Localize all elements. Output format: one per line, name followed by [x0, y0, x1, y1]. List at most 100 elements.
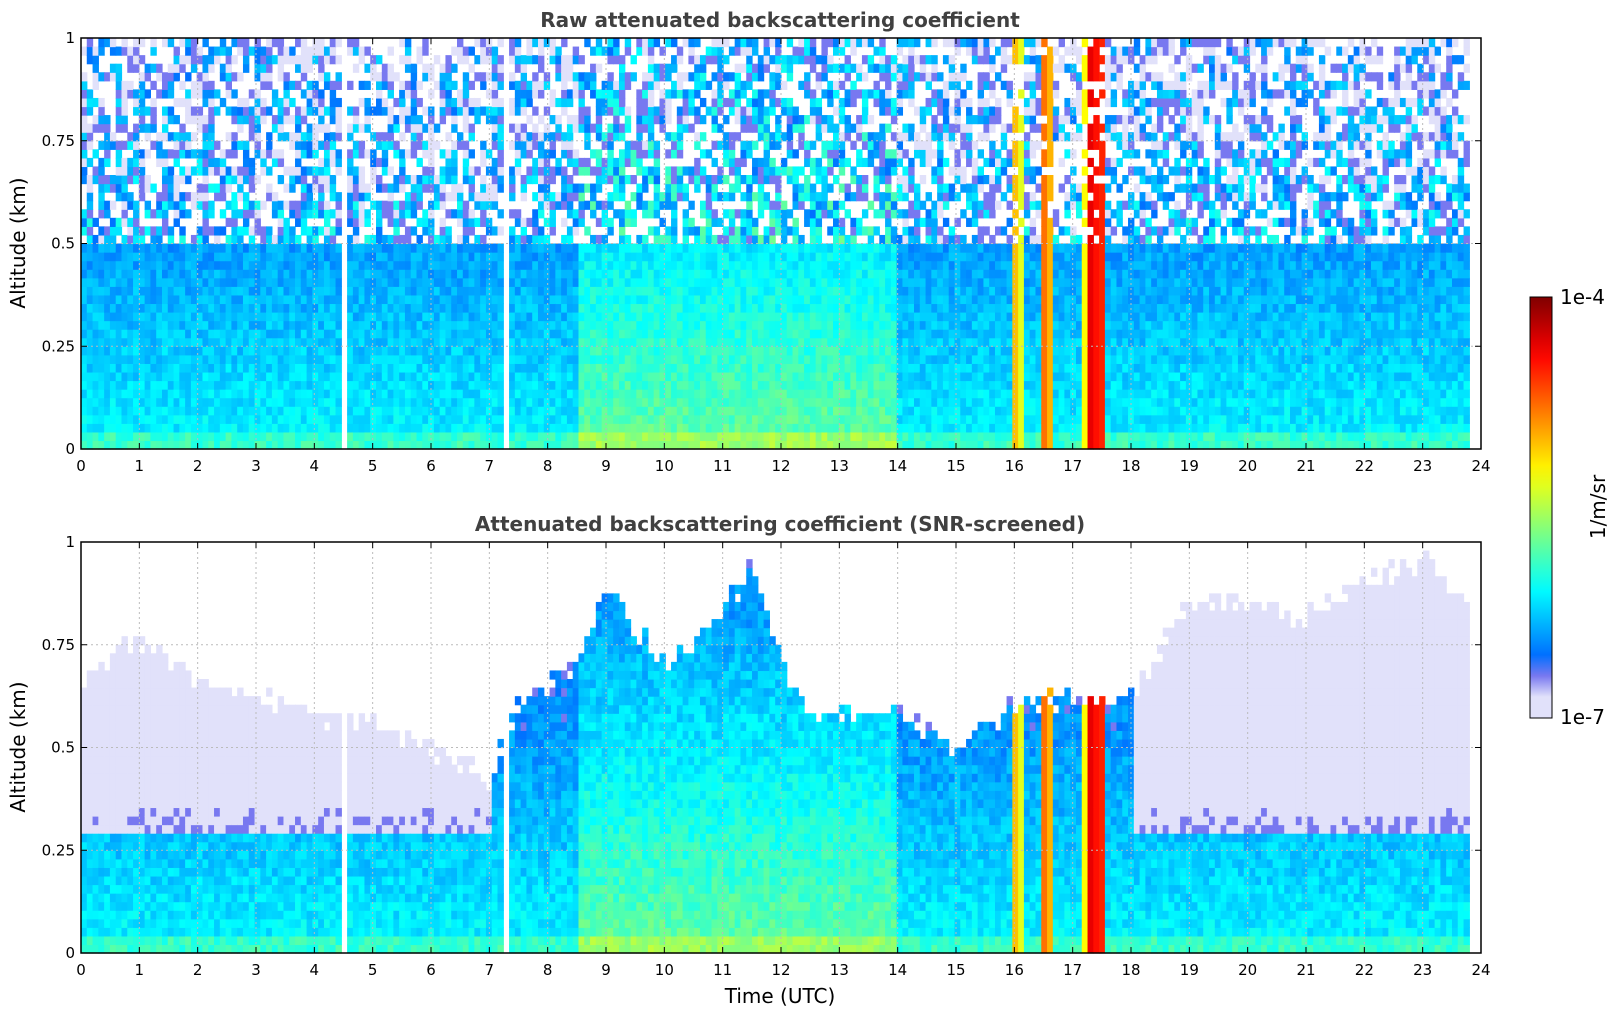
heatmap-cell	[127, 355, 133, 364]
heatmap-cell	[220, 329, 226, 338]
heatmap-cell	[613, 175, 619, 184]
heatmap-cell	[336, 329, 342, 338]
heatmap-cell	[202, 175, 208, 184]
heatmap-cell	[804, 38, 810, 47]
heatmap-cell	[179, 38, 185, 47]
heatmap-cell	[555, 440, 561, 449]
heatmap-cell	[168, 338, 174, 347]
heatmap-cell	[798, 192, 804, 201]
heatmap-cell	[515, 98, 521, 107]
heatmap-cell	[179, 355, 185, 364]
heatmap-cell	[162, 338, 168, 347]
heatmap-cell	[260, 98, 266, 107]
heatmap-cell	[764, 398, 770, 407]
heatmap-cell	[121, 278, 127, 287]
heatmap-cell	[336, 226, 342, 235]
heatmap-cell	[683, 338, 689, 347]
heatmap-cell	[515, 338, 521, 347]
heatmap-cell	[93, 269, 99, 278]
heatmap-cell	[769, 158, 775, 167]
heatmap-cell	[469, 303, 475, 312]
heatmap-cell	[538, 244, 544, 253]
heatmap-cell	[278, 406, 284, 415]
heatmap-cell	[787, 107, 793, 116]
heatmap-cell	[492, 261, 498, 270]
heatmap-cell	[555, 295, 561, 304]
heatmap-cell	[353, 329, 359, 338]
heatmap-cell	[411, 209, 417, 218]
heatmap-cell	[654, 38, 660, 47]
heatmap-cell	[289, 398, 295, 407]
heatmap-cell	[665, 89, 671, 98]
heatmap-cell	[417, 303, 423, 312]
heatmap-cell	[382, 423, 388, 432]
heatmap-cell	[110, 141, 116, 150]
heatmap-cell	[729, 149, 735, 158]
heatmap-cell	[642, 363, 648, 372]
heatmap-cell	[607, 278, 613, 287]
heatmap-cell	[746, 124, 752, 133]
heatmap-cell	[648, 398, 654, 407]
heatmap-cell	[451, 346, 457, 355]
heatmap-cell	[266, 423, 272, 432]
heatmap-cell	[607, 158, 613, 167]
heatmap-cell	[393, 124, 399, 133]
heatmap-cell	[694, 372, 700, 381]
heatmap-cell	[740, 295, 746, 304]
heatmap-cell	[463, 252, 469, 261]
heatmap-cell	[665, 321, 671, 330]
heatmap-cell	[116, 64, 122, 73]
heatmap-cell	[538, 355, 544, 364]
heatmap-cell	[769, 252, 775, 261]
heatmap-cell	[283, 406, 289, 415]
heatmap-cell	[243, 295, 249, 304]
heatmap-cell	[364, 440, 370, 449]
heatmap-cell	[532, 166, 538, 175]
heatmap-cell	[208, 209, 214, 218]
heatmap-cell	[677, 269, 683, 278]
heatmap-cell	[769, 303, 775, 312]
heatmap-cell	[405, 201, 411, 210]
heatmap-cell	[312, 355, 318, 364]
heatmap-cell	[451, 64, 457, 73]
heatmap-cell	[694, 363, 700, 372]
heatmap-cell	[561, 295, 567, 304]
heatmap-cell	[231, 278, 237, 287]
heatmap-cell	[515, 244, 521, 253]
heatmap-cell	[515, 218, 521, 227]
heatmap-cell	[654, 72, 660, 81]
heatmap-cell	[370, 432, 376, 441]
heatmap-cell	[388, 278, 394, 287]
heatmap-cell	[295, 432, 301, 441]
heatmap-cell	[648, 415, 654, 424]
heatmap-cell	[654, 158, 660, 167]
heatmap-cell	[440, 423, 446, 432]
heatmap-cell	[202, 346, 208, 355]
heatmap-cell	[399, 312, 405, 321]
heatmap-cell	[278, 252, 284, 261]
heatmap-cell	[150, 107, 156, 116]
heatmap-cell	[746, 363, 752, 372]
heatmap-cell	[445, 252, 451, 261]
heatmap-cell	[243, 158, 249, 167]
heatmap-cell	[498, 98, 504, 107]
heatmap-cell	[590, 338, 596, 347]
heatmap-cell	[336, 124, 342, 133]
heatmap-cell	[156, 321, 162, 330]
heatmap-cell	[659, 398, 665, 407]
heatmap-cell	[573, 218, 579, 227]
heatmap-cell	[654, 312, 660, 321]
heatmap-cell	[642, 440, 648, 449]
heatmap-cell	[769, 372, 775, 381]
heatmap-cell	[272, 321, 278, 330]
heatmap-cell	[735, 381, 741, 390]
heatmap-cell	[613, 158, 619, 167]
heatmap-cell	[272, 303, 278, 312]
heatmap-cell	[712, 286, 718, 295]
heatmap-cell	[301, 141, 307, 150]
heatmap-cell	[440, 175, 446, 184]
heatmap-cell	[434, 363, 440, 372]
heatmap-cell	[764, 244, 770, 253]
heatmap-cell	[162, 286, 168, 295]
heatmap-cell	[555, 346, 561, 355]
